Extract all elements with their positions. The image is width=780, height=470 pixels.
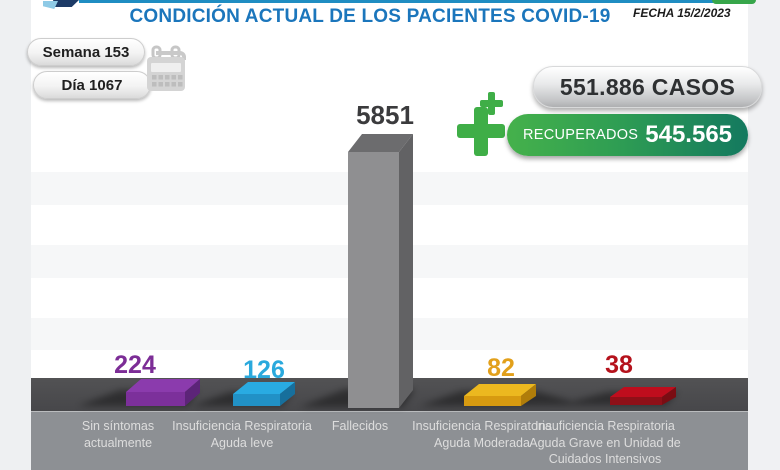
bar-ira-moderada: [464, 384, 536, 406]
value-label-fallecidos: 5851: [356, 100, 414, 130]
category-label-band: [31, 411, 748, 470]
header-green-mark: [712, 0, 756, 4]
category-label: Insuficiencia Respiratoria Aguda leve: [172, 419, 312, 450]
value-label-ira-leve: 126: [243, 356, 285, 384]
logo-fragment-icon: [43, 1, 58, 9]
header-rule-line: [79, 0, 713, 3]
category-label: Insuficiencia Respiratoria Aguda Grave e…: [529, 419, 681, 466]
recovered-badge: RECUPERADOS 545.565: [507, 114, 748, 156]
category-label: Sin síntomas actualmente: [81, 419, 155, 450]
left-margin-strip: [0, 0, 31, 470]
week-badge: Semana 153: [27, 38, 145, 66]
day-badge: Día 1067: [33, 71, 151, 99]
total-cases-badge: 551.886 CASOS: [533, 66, 762, 108]
bar-sin-sintomas: [126, 379, 200, 406]
recovered-value: 545.565: [645, 121, 733, 148]
calendar-icon: [147, 45, 186, 91]
value-label-ira-moderada: 82: [487, 354, 515, 382]
value-label-sin-sintomas: 224: [114, 351, 156, 379]
logo-fragment-icon: [53, 0, 79, 7]
bar-ira-grave: [610, 387, 676, 405]
page-title: CONDICIÓN ACTUAL DE LOS PACIENTES COVID-…: [129, 6, 611, 27]
recovered-label: RECUPERADOS: [522, 127, 639, 143]
value-label-ira-grave: 38: [605, 351, 633, 379]
medical-plus-icon: [457, 92, 505, 156]
bar-fallecidos: [348, 134, 413, 408]
category-label: Insuficiencia Respiratoria Aguda Moderad…: [412, 419, 552, 450]
category-label: Fallecidos: [331, 419, 389, 433]
date-label: FECHA 15/2/2023: [633, 6, 731, 20]
bar-ira-leve: [233, 382, 295, 406]
